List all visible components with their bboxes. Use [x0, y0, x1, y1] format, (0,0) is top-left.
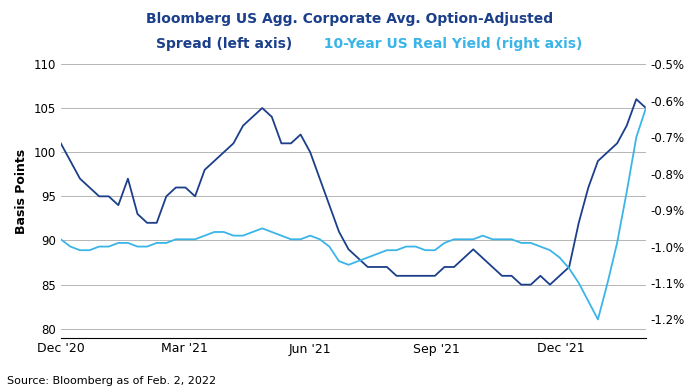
Y-axis label: Basis Points: Basis Points [15, 149, 28, 234]
Text: Spread (left axis): Spread (left axis) [156, 37, 292, 51]
Text: Source: Bloomberg as of Feb. 2, 2022: Source: Bloomberg as of Feb. 2, 2022 [7, 376, 216, 386]
Text: 10-Year US Real Yield (right axis): 10-Year US Real Yield (right axis) [314, 37, 582, 51]
Text: Bloomberg US Agg. Corporate Avg. Option-Adjusted: Bloomberg US Agg. Corporate Avg. Option-… [146, 12, 554, 26]
